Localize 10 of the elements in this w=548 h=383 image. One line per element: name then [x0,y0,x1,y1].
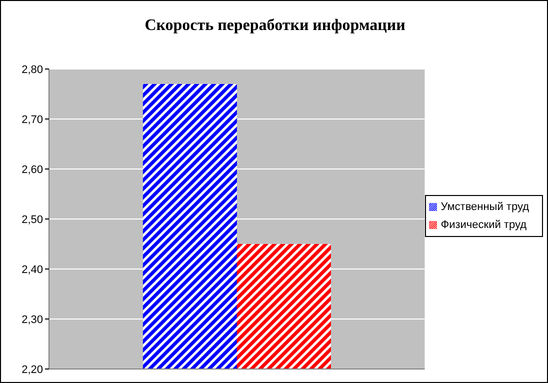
legend-label: Умственный труд [440,201,529,213]
y-tick-label: 2,40 [22,264,43,276]
y-tick-label: 2,20 [22,364,43,376]
legend-label: Физический труд [440,219,527,231]
chart-title: Скорость переработки информации [144,17,406,35]
y-tick-label: 2,80 [22,64,43,76]
y-tick-label: 2,50 [22,214,43,226]
y-tick-label: 2,70 [22,114,43,126]
y-tick-label: 2,30 [22,314,43,326]
y-tick-label: 2,60 [22,164,43,176]
